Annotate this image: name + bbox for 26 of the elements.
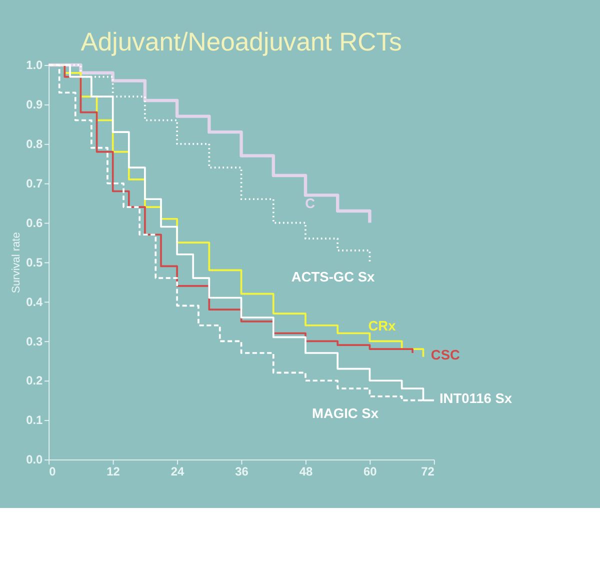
y-tick-label: 0.1 (26, 413, 44, 428)
y-axis-title: Survival rate (10, 232, 23, 294)
x-tick-label: 24 (170, 464, 185, 479)
x-tick-label: 0 (49, 464, 56, 479)
x-tick-label: 72 (421, 464, 435, 479)
y-tick-label: 0.4 (26, 294, 44, 309)
series-label: INT0116 Sx (439, 391, 512, 406)
y-tick-label: 0.9 (26, 98, 44, 112)
y-tick-label: 0.5 (26, 255, 44, 270)
series-label: CRx (368, 318, 396, 334)
y-tick-label: 0.3 (26, 334, 44, 348)
series-label: ACTS-GC Sx (291, 270, 376, 285)
y-tick-label: 0.7 (26, 176, 44, 190)
series-label: C (305, 196, 316, 212)
x-tick-label: 60 (364, 464, 378, 479)
y-tick-label: 0.8 (26, 137, 44, 152)
y-tick-label: 0.0 (26, 452, 44, 467)
x-tick-label: 48 (299, 464, 313, 479)
y-tick-label: 0.2 (26, 374, 44, 388)
y-tick-label: 1.0 (26, 58, 44, 72)
x-tick-label: 36 (235, 464, 249, 479)
chart-title: Adjuvant/Neoadjuvant RCTs (80, 28, 402, 56)
series-label: CSC (430, 347, 460, 362)
y-tick-label: 0.6 (26, 216, 44, 230)
x-tick-label: 12 (106, 464, 120, 479)
series-label: MAGIC Sx (312, 406, 379, 421)
